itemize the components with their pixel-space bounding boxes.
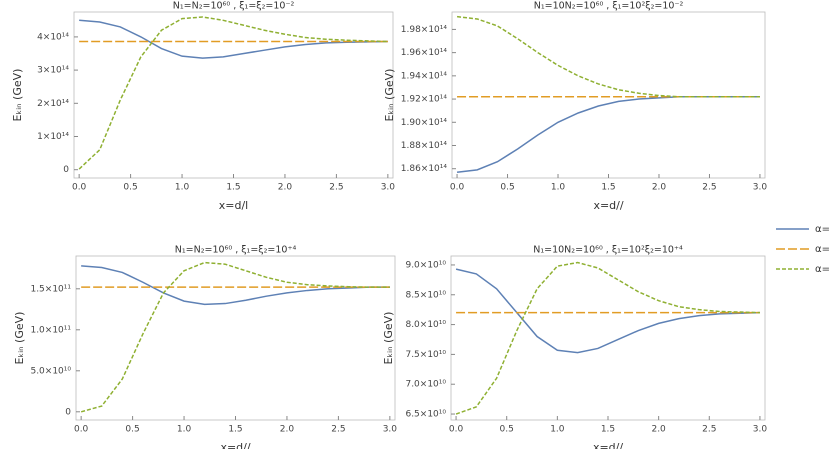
y-tick-label: 1.88×10¹⁴ xyxy=(401,141,448,151)
x-tick-label: 1.5 xyxy=(226,183,240,193)
chart-title: N₁=N₂=10⁶⁰ , ξ₁=ξ₂=10⁻² xyxy=(173,1,295,12)
chart-title: N₁=10N₂=10⁶⁰ , ξ₁=10²ξ₂=10⁺⁴ xyxy=(533,245,683,256)
x-tick-label: 1.5 xyxy=(601,183,615,193)
y-tick-label: 8.0×10¹⁰ xyxy=(405,320,446,330)
x-tick-label: 2.0 xyxy=(278,183,293,193)
x-tick-label: 1.5 xyxy=(228,425,242,435)
series-line xyxy=(78,16,388,170)
y-tick-label: 1.5×10¹¹ xyxy=(30,284,71,294)
plot-frame xyxy=(75,255,396,421)
y-axis-label: Eₖᵢₙ (GeV) xyxy=(13,312,26,365)
y-tick-label: 7.0×10¹⁰ xyxy=(405,380,446,390)
series-line xyxy=(456,15,760,98)
y-tick-label: 1.0×10¹¹ xyxy=(30,325,71,335)
x-tick-label: 1.0 xyxy=(175,183,190,193)
y-tick-label: 3×10¹⁴ xyxy=(37,66,69,76)
plot-frame xyxy=(451,11,766,179)
x-tick-label: 1.0 xyxy=(550,425,565,435)
x-tick-label: 3.0 xyxy=(753,425,768,435)
x-tick-label: 1.5 xyxy=(601,425,615,435)
x-tick-label: 2.0 xyxy=(651,425,666,435)
x-tick-label: 2.5 xyxy=(331,425,345,435)
y-tick-label: 9.0×10¹⁰ xyxy=(405,260,446,270)
y-tick-label: 1.86×10¹⁴ xyxy=(401,164,448,174)
y-tick-label: 1.98×10¹⁴ xyxy=(401,25,448,35)
legend-label: α=π xyxy=(815,264,830,275)
legend-label: α=0 xyxy=(815,224,830,235)
x-axis-label: x=d// xyxy=(220,441,250,449)
y-tick-label: 5.0×10¹⁰ xyxy=(30,366,71,376)
x-tick-label: 1.0 xyxy=(551,183,566,193)
x-tick-label: 0.5 xyxy=(123,183,137,193)
y-tick-label: 2×10¹⁴ xyxy=(37,99,69,109)
y-tick-label: 8.5×10¹⁰ xyxy=(405,290,446,300)
y-axis-label: Eₖᵢₙ (GeV) xyxy=(383,69,396,122)
x-tick-label: 2.5 xyxy=(702,425,716,435)
series-line xyxy=(81,265,390,306)
chart-title: N₁=10N₂=10⁶⁰ , ξ₁=10²ξ₂=10⁻² xyxy=(534,1,684,12)
y-tick-label: 1.92×10¹⁴ xyxy=(401,95,448,105)
y-tick-label: 7.5×10¹⁰ xyxy=(405,350,446,360)
y-tick-label: 1×10¹⁴ xyxy=(37,132,69,142)
x-tick-label: 3.0 xyxy=(753,183,768,193)
x-tick-label: 0.5 xyxy=(500,183,514,193)
x-tick-label: 2.5 xyxy=(702,183,716,193)
y-tick-label: 0 xyxy=(65,407,71,417)
x-axis-label: x=d/l xyxy=(219,199,248,212)
series-line xyxy=(79,19,388,59)
y-axis-label: Eₖᵢₙ (GeV) xyxy=(11,69,24,122)
chart-title: N₁=N₂=10⁶⁰ , ξ₁=ξ₂=10⁺⁴ xyxy=(175,245,297,256)
y-axis-label: Eₖᵢₙ (GeV) xyxy=(382,312,395,365)
legend-label: α=π/2 xyxy=(815,244,830,255)
x-tick-label: 0.0 xyxy=(449,425,464,435)
x-tick-label: 3.0 xyxy=(383,425,398,435)
x-tick-label: 1.0 xyxy=(177,425,192,435)
x-tick-label: 0.0 xyxy=(72,183,87,193)
x-tick-label: 0.5 xyxy=(500,425,514,435)
x-tick-label: 0.0 xyxy=(450,183,465,193)
x-axis-label: x=d// xyxy=(593,441,623,449)
y-tick-label: 6.5×10¹⁰ xyxy=(405,410,446,420)
x-tick-label: 2.5 xyxy=(329,183,343,193)
x-axis-label: x=d// xyxy=(593,199,623,212)
plot-frame xyxy=(73,11,394,179)
plot-frame xyxy=(450,255,766,421)
series-line xyxy=(455,261,760,415)
y-tick-label: 4×10¹⁴ xyxy=(37,32,69,42)
x-tick-label: 3.0 xyxy=(381,183,396,193)
x-tick-label: 2.0 xyxy=(280,425,295,435)
y-tick-label: 1.94×10¹⁴ xyxy=(401,71,448,81)
y-tick-label: 1.90×10¹⁴ xyxy=(401,118,448,128)
x-tick-label: 0.0 xyxy=(74,425,89,435)
x-tick-label: 2.0 xyxy=(652,183,667,193)
series-line xyxy=(80,261,390,413)
x-tick-label: 0.5 xyxy=(125,425,139,435)
y-tick-label: 0 xyxy=(63,165,69,175)
series-line xyxy=(456,95,760,173)
series-line xyxy=(455,268,760,354)
y-tick-label: 1.96×10¹⁴ xyxy=(401,48,448,58)
